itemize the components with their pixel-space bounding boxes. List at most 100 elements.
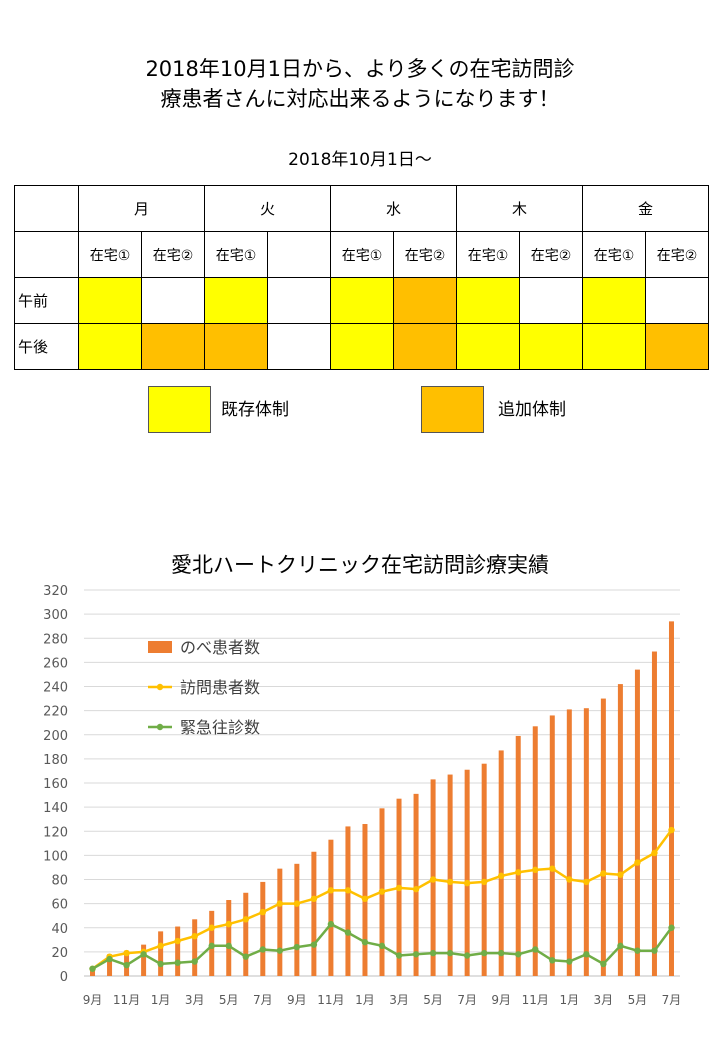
- point-visit-patients: [242, 916, 249, 923]
- bar-nobe-patients: [90, 968, 96, 976]
- bar-nobe-patients: [175, 926, 181, 976]
- point-visit-patients: [600, 870, 607, 877]
- schedule-day-header: 金: [582, 185, 709, 232]
- schedule-cell-exist: [78, 277, 142, 324]
- point-emergency-visits: [429, 949, 437, 957]
- point-visit-patients: [446, 878, 454, 886]
- schedule-slot-header: [267, 231, 331, 278]
- point-visit-patients: [480, 878, 488, 886]
- legend-label-nobe-patients: のべ患者数: [180, 638, 260, 657]
- y-tick-label: 160: [43, 777, 68, 792]
- y-tick-label: 300: [43, 608, 68, 623]
- bar-nobe-patients: [566, 709, 572, 976]
- y-tick-label: 20: [51, 946, 68, 961]
- schedule-day-header: 木: [456, 185, 583, 232]
- bar-nobe-patients: [668, 621, 674, 976]
- point-emergency-visits: [361, 939, 369, 946]
- point-emergency-visits: [191, 958, 198, 965]
- schedule-slot-header: 在宅②: [519, 231, 583, 278]
- bar-nobe-patients: [515, 735, 521, 976]
- schedule-cell-none: [519, 277, 583, 324]
- schedule-cell-none: [267, 323, 331, 370]
- schedule-slot-header: 在宅②: [141, 231, 205, 278]
- point-emergency-visits: [395, 952, 403, 959]
- bar-nobe-patients: [311, 851, 317, 976]
- x-tick-label: 1月: [355, 993, 375, 1007]
- point-emergency-visits: [463, 952, 471, 959]
- point-emergency-visits: [259, 946, 266, 953]
- point-visit-patients: [191, 932, 198, 940]
- schedule-cell-add: [204, 323, 268, 370]
- schedule-cell-exist: [330, 277, 394, 324]
- point-visit-patients: [651, 849, 658, 857]
- schedule-slot-header: 在宅①: [78, 231, 142, 278]
- bar-nobe-patients: [583, 708, 589, 976]
- x-tick-label: 9月: [83, 993, 103, 1007]
- schedule-cell-exist: [78, 323, 142, 370]
- y-tick-label: 180: [43, 753, 68, 768]
- y-tick-label: 120: [43, 825, 68, 840]
- schedule-cell-add: [141, 323, 205, 370]
- schedule-cell-exist: [330, 323, 394, 370]
- schedule-slot-header: 在宅①: [582, 231, 646, 278]
- point-emergency-visits: [293, 943, 301, 951]
- schedule-corner-cell: [14, 185, 79, 232]
- point-emergency-visits: [515, 951, 522, 958]
- schedule-cell-exist: [456, 277, 520, 324]
- bar-nobe-patients: [549, 715, 555, 976]
- bar-nobe-patients: [243, 892, 249, 976]
- point-visit-patients: [276, 900, 284, 907]
- schedule-period-row: 午前: [14, 277, 709, 324]
- point-visit-patients: [583, 878, 590, 886]
- bar-nobe-patients: [413, 793, 419, 976]
- point-emergency-visits: [106, 955, 113, 963]
- point-emergency-visits: [344, 929, 352, 936]
- schedule-slot-header: 在宅②: [393, 231, 457, 278]
- schedule-corner-cell: [14, 231, 79, 278]
- point-visit-patients: [617, 871, 624, 878]
- bar-nobe-patients: [107, 954, 113, 976]
- point-visit-patients: [327, 887, 335, 894]
- point-visit-patients: [344, 887, 352, 894]
- legend-marker-visit-patients: [156, 683, 164, 691]
- point-emergency-visits: [668, 924, 675, 931]
- point-emergency-visits: [634, 947, 641, 954]
- point-visit-patients: [395, 884, 403, 892]
- point-visit-patients: [310, 895, 318, 902]
- point-visit-patients: [634, 859, 641, 866]
- y-tick-label: 140: [43, 801, 68, 816]
- bar-nobe-patients: [481, 763, 487, 976]
- bar-nobe-patients: [226, 900, 232, 976]
- headline-line-2: 療患者さんに対応出来るようになります！: [160, 87, 560, 111]
- legend-swatch-nobe-patients: [148, 641, 172, 653]
- point-emergency-visits: [566, 958, 573, 965]
- schedule-slot-header: 在宅①: [456, 231, 520, 278]
- bar-nobe-patients: [277, 868, 283, 976]
- point-emergency-visits: [174, 959, 181, 966]
- visit-results-chart: 0 20 40 60 80 100 120 140 160 180 200 220 240 260 280 3…: [43, 584, 681, 1007]
- schedule-slot-header: 在宅②: [645, 231, 709, 278]
- point-visit-patients: [515, 869, 522, 876]
- bar-nobe-patients: [600, 698, 606, 976]
- schedule-period-label: 午前: [14, 277, 79, 324]
- x-tick-label: 7月: [253, 993, 273, 1007]
- point-visit-patients: [412, 885, 420, 893]
- point-emergency-visits: [327, 920, 335, 928]
- schedule-date: 2018年10月1日～: [288, 150, 432, 170]
- schedule-day-header: 月: [78, 185, 205, 232]
- point-emergency-visits: [617, 942, 624, 950]
- x-tick-label: 7月: [457, 993, 477, 1007]
- legend-added-swatch: [421, 386, 484, 433]
- y-tick-label: 320: [43, 584, 68, 599]
- x-tick-label: 11月: [113, 993, 140, 1007]
- y-tick-label: 220: [43, 705, 68, 720]
- bar-nobe-patients: [260, 881, 266, 976]
- legend-marker-emergency-visits: [156, 723, 164, 731]
- schedule-slot-row: 在宅① 在宅② 在宅① 在宅① 在宅② 在宅① 在宅② 在宅① 在宅②: [14, 231, 709, 278]
- schedule-cell-exist: [456, 323, 520, 370]
- y-tick-label: 40: [51, 922, 68, 937]
- schedule-cell-add: [393, 277, 457, 324]
- point-visit-patients: [668, 826, 675, 834]
- x-tick-label: 5月: [628, 993, 648, 1007]
- point-emergency-visits: [480, 949, 488, 957]
